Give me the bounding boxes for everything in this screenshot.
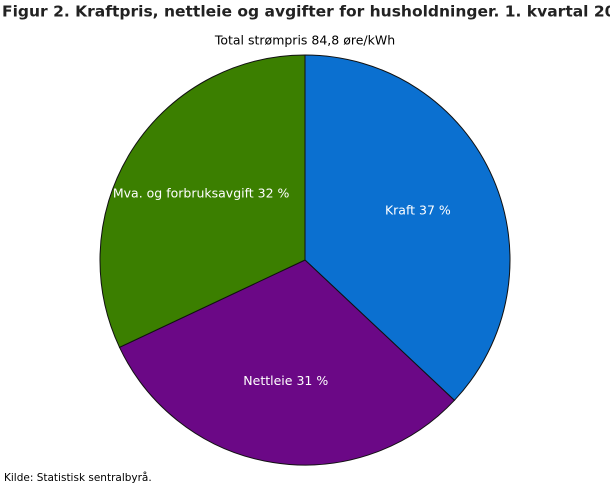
- pie-slice: [304, 54, 511, 402]
- slice-label: Kraft 37 %: [385, 203, 451, 218]
- slice-label: Mva. og forbruksavgift 32 %: [113, 186, 290, 201]
- pie-slice: [118, 259, 456, 466]
- chart-subtitle: Total strømpris 84,8 øre/kWh: [214, 33, 395, 48]
- chart-title: Figur 2. Kraftpris, nettleie og avgifter…: [2, 3, 610, 21]
- slice-label: Nettleie 31 %: [243, 373, 328, 388]
- pie-slice: [99, 54, 306, 348]
- source: Kilde: Statistisk sentralbyrå.: [4, 471, 152, 484]
